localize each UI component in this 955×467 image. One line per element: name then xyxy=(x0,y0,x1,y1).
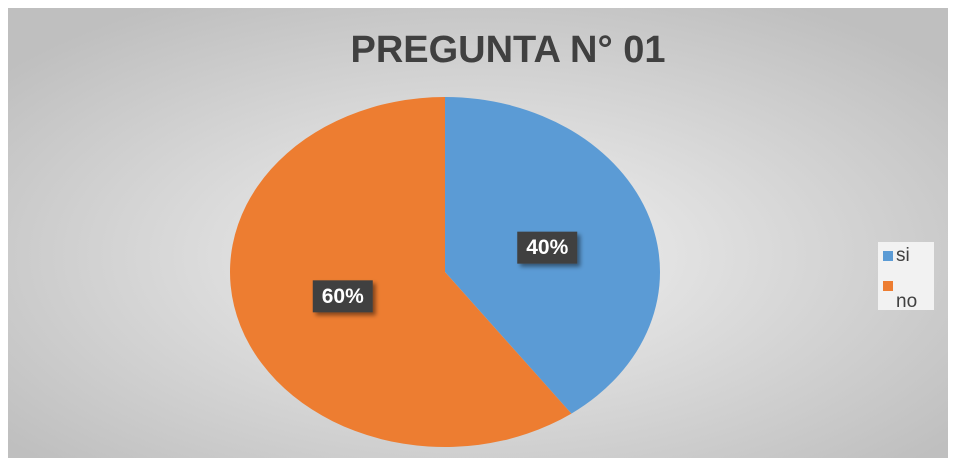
pie-slice xyxy=(229,97,572,448)
legend-swatch xyxy=(883,281,893,291)
legend-label: si xyxy=(896,245,910,266)
legend-label: no xyxy=(896,291,917,312)
legend-swatch xyxy=(883,251,893,261)
data-label: 40% xyxy=(526,236,568,259)
chart-title: PREGUNTA N° 01 xyxy=(350,29,665,71)
data-label-box xyxy=(517,231,578,264)
data-label: 60% xyxy=(322,285,364,308)
data-label-box xyxy=(312,280,373,313)
